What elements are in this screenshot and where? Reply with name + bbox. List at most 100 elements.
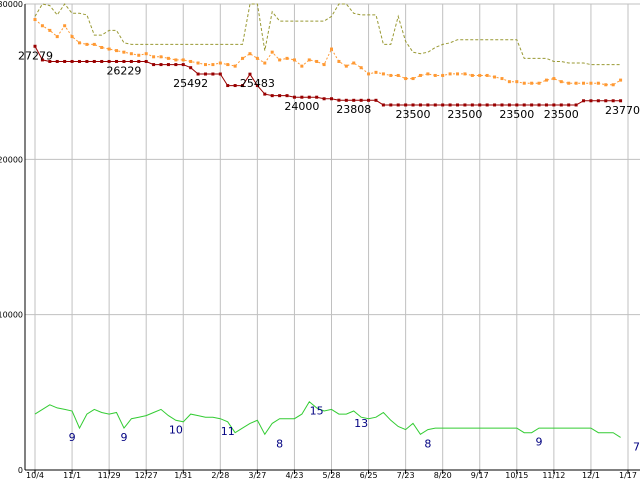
series-point [263,61,267,65]
series-point [241,84,245,88]
series-point [619,78,623,82]
series-point [582,81,586,85]
data-label: 27279 [18,49,53,62]
data-label: 26229 [106,64,141,77]
grid-lines [25,3,640,474]
series-point [493,103,497,107]
data-label: 23808 [336,103,371,116]
data-label: 23500 [447,108,482,121]
series-point [218,61,222,65]
series-point [48,59,52,63]
x-tick-label: 6/25 [360,471,378,480]
series-point [589,99,593,103]
series-point [544,103,548,107]
series-point [70,35,74,39]
x-tick-label: 5/28 [323,471,341,480]
data-label: 11 [221,425,235,438]
series-point [189,59,193,63]
series-point [337,98,341,102]
series-point [330,97,333,101]
series-point [418,103,422,107]
series-point [241,56,245,60]
series-point [552,103,556,107]
data-label: 24000 [284,100,319,113]
x-tick-label: 2/28 [211,471,229,480]
series-point [470,73,474,77]
series-point [544,78,548,82]
series-point [300,95,304,99]
series-point [122,50,126,54]
series-point [196,72,200,76]
series-line [34,3,621,66]
series-point [100,45,104,49]
x-tick-label: 11/12 [542,471,565,480]
series-point [456,72,460,76]
series-point [596,99,600,103]
series-point [307,95,311,99]
data-label: 10 [169,423,183,436]
series-point [85,42,89,46]
series-point [270,94,274,98]
x-tick-label: 10/4 [26,471,44,480]
series-point [344,64,348,68]
series-point [144,52,148,56]
series-point [322,63,326,67]
series-point [396,73,400,77]
series-point [159,55,163,59]
x-tick-label: 11/29 [98,471,121,480]
series-point [248,72,252,76]
series-point [574,81,578,85]
series-point [63,24,67,28]
series-point [85,59,89,63]
series-point [107,59,111,63]
series-point [285,56,289,60]
series-point [166,63,170,67]
series-point [189,66,193,70]
data-label: 8 [276,437,283,450]
series-point [55,35,59,39]
series-point [203,63,207,67]
series-point [255,84,259,88]
series-point [567,103,571,107]
data-label: 9 [536,436,543,449]
series-point [233,64,237,68]
series-point [92,42,96,46]
data-label: 15 [310,405,324,418]
series-point [404,77,408,81]
series-point [522,81,526,85]
x-tick-label: 7/23 [397,471,415,480]
series-point [263,92,267,96]
series-lines [33,3,623,438]
x-tick-label: 12/1 [582,471,600,480]
series-point [463,103,467,107]
series-point [426,72,430,76]
series-point [604,83,608,87]
series-point [493,75,497,79]
series-point [315,59,319,63]
x-tick-label: 4/23 [285,471,303,480]
series-point [359,66,363,70]
series-point [426,103,430,107]
series-point [218,72,222,76]
series-point [100,59,104,63]
series-point [144,59,148,63]
series-point [330,47,333,51]
series-point [211,63,215,67]
series-point [418,73,422,77]
series-point [255,56,259,60]
series-point [315,95,319,99]
series-point [181,58,185,62]
series-point [389,73,393,77]
series-point [374,98,378,102]
series-point [129,59,133,63]
series-point [137,53,141,57]
series-point [500,77,504,81]
series-point [604,99,608,103]
series-point [137,59,141,63]
series-point [611,99,615,103]
series-point [441,103,445,107]
series-point [596,81,600,85]
series-point [478,103,482,107]
series-point [196,61,200,65]
